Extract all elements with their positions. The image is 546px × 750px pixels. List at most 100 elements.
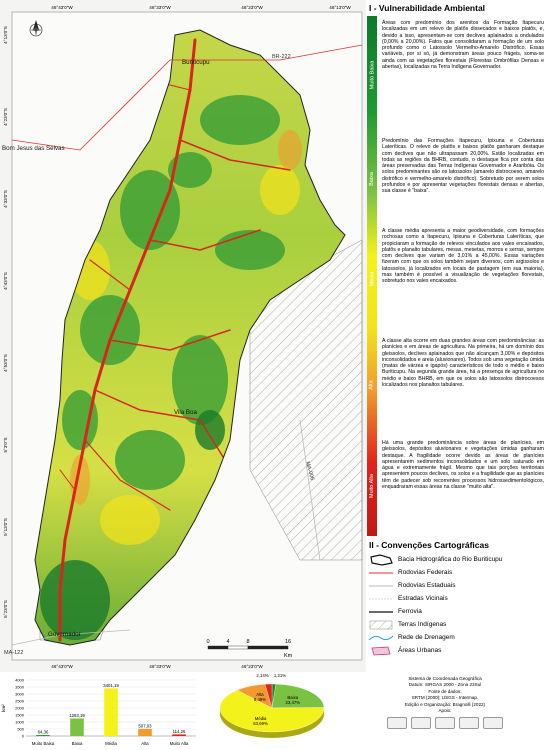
credit-line: Sistema de Coordenada Geográfica — [408, 676, 482, 681]
north-arrow — [29, 20, 43, 37]
pie-side — [220, 708, 324, 738]
coordinate-label: 46°43'0"W — [51, 5, 73, 10]
legend-label: Bacia Hidrográfica do Rio Buriticupu — [398, 556, 503, 563]
y-tick-label: 1000 — [15, 720, 25, 725]
legend-symbol — [369, 620, 393, 629]
coordinate-label: 4°33'0"S — [3, 190, 8, 208]
slice-label: 2,14% — [256, 673, 268, 678]
legend-item: Bacia Hidrográfica do Rio Buriticupu — [366, 553, 546, 566]
slice-label: 9,49% — [254, 697, 266, 702]
place-label: Buriticupu — [182, 59, 210, 66]
y-tick-label: 3500 — [15, 685, 25, 690]
scale-label: 4 — [226, 639, 229, 645]
scale-label: 0 — [206, 639, 209, 645]
legend-symbol — [368, 635, 394, 640]
slice-category: Muito Alta — [253, 672, 272, 673]
value-label: 114,26 — [173, 729, 186, 734]
panel-title: I - Vulnerabilidade Ambiental — [369, 3, 486, 13]
road-label: MA-006 — [304, 461, 315, 481]
scale-segment — [247, 645, 289, 650]
scale-unit: Km — [284, 653, 293, 659]
value-label: 3401,19 — [103, 683, 119, 688]
legend-item: Estradas Vicinais — [366, 592, 546, 605]
y-tick-label: 2000 — [15, 706, 25, 711]
legend-label: Ferrovia — [398, 608, 422, 615]
legend-symbol — [369, 572, 393, 573]
legend-item: Rodovias Federais — [366, 566, 546, 579]
coordinate-label: 5°13'0"S — [3, 518, 8, 536]
x-tick-label: Baixa — [72, 741, 83, 746]
vulnerability-class: Média A classe média apresenta a maior ge… — [366, 224, 546, 334]
cartographic-legend: II - Convenções Cartográficas Bacia Hidr… — [366, 540, 546, 657]
bar — [104, 688, 118, 736]
x-tick-label: Alta — [141, 741, 149, 746]
slice-category: Baixa — [287, 695, 298, 700]
class-name-box: Muito Baixa — [367, 16, 377, 134]
legend-label: Rede de Drenagem — [398, 634, 455, 641]
state-road — [299, 419, 321, 561]
y-tick-label: 3000 — [15, 692, 25, 697]
logo — [483, 717, 503, 730]
coordinate-label: 46°23'0"W — [241, 664, 263, 669]
class-description: A classe média apresenta a maior geodive… — [382, 228, 544, 285]
coordinate-label: 46°33'0"W — [149, 664, 171, 669]
indigenous-land — [249, 239, 363, 561]
x-tick-label: Muito Alta — [170, 741, 189, 746]
logo — [435, 717, 455, 730]
map-labels: 46°43'0"W 46°33'0"W 46°23'0"W 46°13'0"W 46°4… — [2, 5, 351, 669]
credit-line: Edição e Organização: Bragnolli (2022) — [404, 701, 486, 707]
slice-category: Média — [255, 716, 267, 721]
class-description: Há uma grande predominância sobre áreas … — [382, 440, 544, 491]
vulnerability-classes: Muito Baixa Áreas com predomínio dos aren… — [366, 16, 546, 536]
coordinate-label: 4°43'0"S — [3, 272, 8, 290]
coordinate-label: 46°13'0"W — [329, 5, 351, 10]
logo — [459, 717, 479, 730]
credit-line: Datum: SIRGAS 2000 - Zona 23Sul — [408, 682, 482, 688]
class-description: Áreas com predomínio dos arenitos da For… — [382, 20, 544, 71]
class-description: A classe alta ocorre em duas grandes áre… — [382, 338, 544, 389]
legend-label: Rodovias Estaduais — [398, 582, 456, 589]
legend-panel: I - Vulnerabilidade Ambiental Muito Baix… — [366, 0, 546, 672]
road-label: BR-222 — [272, 54, 291, 60]
legend-label: Rodovias Federais — [398, 569, 453, 576]
class-name-box: Muito Alta — [367, 436, 377, 536]
legend-label: Estradas Vicinais — [398, 595, 448, 602]
class-name: Média — [369, 271, 376, 287]
coordinate-label: 5°3'0"S — [3, 437, 8, 452]
value-label: 64,36 — [38, 730, 49, 735]
pie-slice — [271, 683, 325, 709]
logos — [350, 717, 540, 730]
legend-symbol — [369, 585, 393, 586]
y-tick-label: 2500 — [15, 699, 25, 704]
coordinate-label: 46°43'0"W — [51, 664, 73, 669]
legend-symbol — [371, 646, 391, 655]
y-tick-label: 1500 — [15, 713, 25, 718]
x-tick-label: Média — [105, 741, 117, 746]
slice-label: 63,69% — [253, 721, 268, 726]
bar — [70, 718, 84, 736]
pie-slice — [264, 683, 273, 709]
class-name: Alta — [368, 380, 375, 390]
y-axis-title: km² — [1, 704, 6, 712]
class-name: Muito Alta — [369, 473, 375, 499]
coordinate-label: 5°23'0"S — [3, 600, 8, 618]
scale-bar: 0 4 8 16 Km — [206, 639, 292, 659]
slice-category: Alta — [256, 692, 264, 697]
legend-item: Rede de Drenagem — [366, 631, 546, 644]
class-name: Baixa — [369, 172, 376, 186]
y-tick-label: 4000 — [15, 678, 25, 683]
coordinate-label: 4°53'0"S — [3, 354, 8, 372]
place-label: Vila Boa — [174, 409, 197, 416]
value-label: 1253,19 — [69, 713, 85, 718]
slice-label: 23,47% — [285, 700, 300, 705]
credit-line: Apoio: — [438, 708, 452, 714]
scale-segment — [227, 645, 249, 650]
x-tick-label: Muito Baixa — [32, 741, 55, 746]
legend-title: II - Convenções Cartográficas — [369, 540, 489, 550]
legend-symbol — [369, 610, 393, 613]
y-tick-label: 500 — [17, 727, 24, 732]
coordinate-label: 4°23'0"S — [3, 108, 8, 126]
vulnerability-class: Alta A classe alta ocorre em duas grandes… — [366, 334, 546, 436]
legend-symbol — [369, 598, 393, 599]
class-name-box: Alta — [367, 334, 377, 436]
